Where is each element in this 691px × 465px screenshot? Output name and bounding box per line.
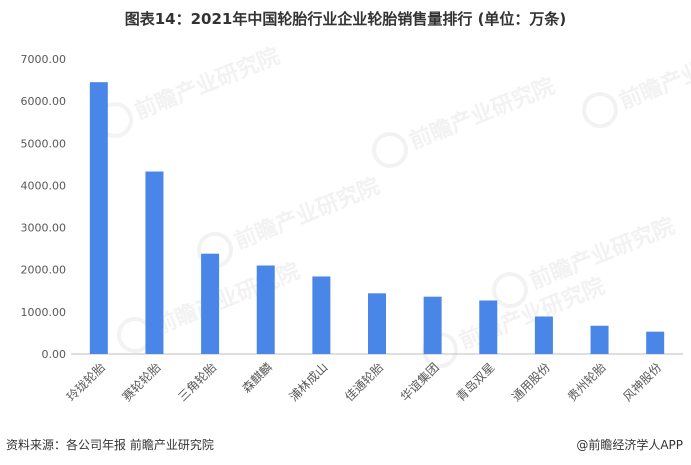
brand-credit: @前瞻经济学人APP xyxy=(576,438,683,452)
bar xyxy=(534,316,553,354)
x-tick-label: 森麒麟 xyxy=(239,360,275,396)
bar xyxy=(256,265,275,354)
y-tick-label: 6000.00 xyxy=(21,95,67,108)
svg-text:前瞻产业研究院: 前瞻产业研究院 xyxy=(406,73,559,155)
chart-title: 图表14：2021年中国轮胎行业企业轮胎销售量排行 (单位：万条) xyxy=(124,10,567,28)
svg-text:前瞻产业研究院: 前瞻产业研究院 xyxy=(231,173,384,255)
bar xyxy=(89,82,108,354)
x-tick-label: 赛轮轮胎 xyxy=(119,360,164,405)
x-axis: 玲珑轮胎 赛轮轮胎 三角轮胎 森麒麟 浦林成山 佳通轮胎 华谊集团 青岛双星 通用股份 贵州轮胎风… xyxy=(64,360,664,405)
x-tick-label: 通用股份 xyxy=(509,360,553,404)
bar xyxy=(145,171,164,354)
y-tick-label: 0.00 xyxy=(42,348,67,361)
y-tick-label: 5000.00 xyxy=(21,137,67,150)
x-tick-label: 风神股份 xyxy=(620,360,664,404)
y-tick-label: 1000.00 xyxy=(21,306,67,319)
bars xyxy=(89,82,665,354)
bar xyxy=(423,296,442,354)
bar xyxy=(368,293,386,354)
svg-text:前瞻产业研究院: 前瞻产业研究院 xyxy=(616,33,691,115)
watermark-logo-icon: 前瞻产业研究院 xyxy=(197,173,384,268)
y-tick-label: 7000.00 xyxy=(21,53,67,66)
y-axis: 0.00 1000.00 2000.00 3000.00 4000.00 5000.00 6… xyxy=(21,53,67,361)
watermark-logo-icon: 前瞻产业研究院 xyxy=(97,43,284,138)
y-tick-label: 3000.00 xyxy=(21,222,67,235)
x-tick-label: 玲珑轮胎 xyxy=(64,360,108,404)
x-tick-label: 浦林成山 xyxy=(287,360,331,404)
bar xyxy=(479,300,498,354)
bar xyxy=(201,253,220,354)
y-tick-label: 2000.00 xyxy=(21,264,67,277)
x-tick-label: 青岛双星 xyxy=(453,360,498,405)
svg-text:前瞻产业研究院: 前瞻产业研究院 xyxy=(151,258,304,340)
x-tick-label: 佳通轮胎 xyxy=(342,360,386,404)
watermark-logo-icon: 前瞻产业研究院 xyxy=(582,33,691,128)
bar xyxy=(590,325,609,354)
bar xyxy=(312,276,331,354)
bar xyxy=(646,331,665,354)
x-tick-label: 三角轮胎 xyxy=(175,360,219,404)
y-tick-label: 4000.00 xyxy=(21,179,67,192)
x-tick-label: 贵州轮胎 xyxy=(565,360,609,404)
watermark-logo-icon: 前瞻产业研究院 xyxy=(372,73,559,168)
svg-text:前瞻产业研究院: 前瞻产业研究院 xyxy=(131,43,284,125)
watermark-logo-icon: 前瞻产业研究院 xyxy=(422,273,608,368)
x-tick-label: 华谊集团 xyxy=(397,360,442,405)
source-note: 资料来源：各公司年报 前瞻产业研究院 xyxy=(6,438,214,452)
